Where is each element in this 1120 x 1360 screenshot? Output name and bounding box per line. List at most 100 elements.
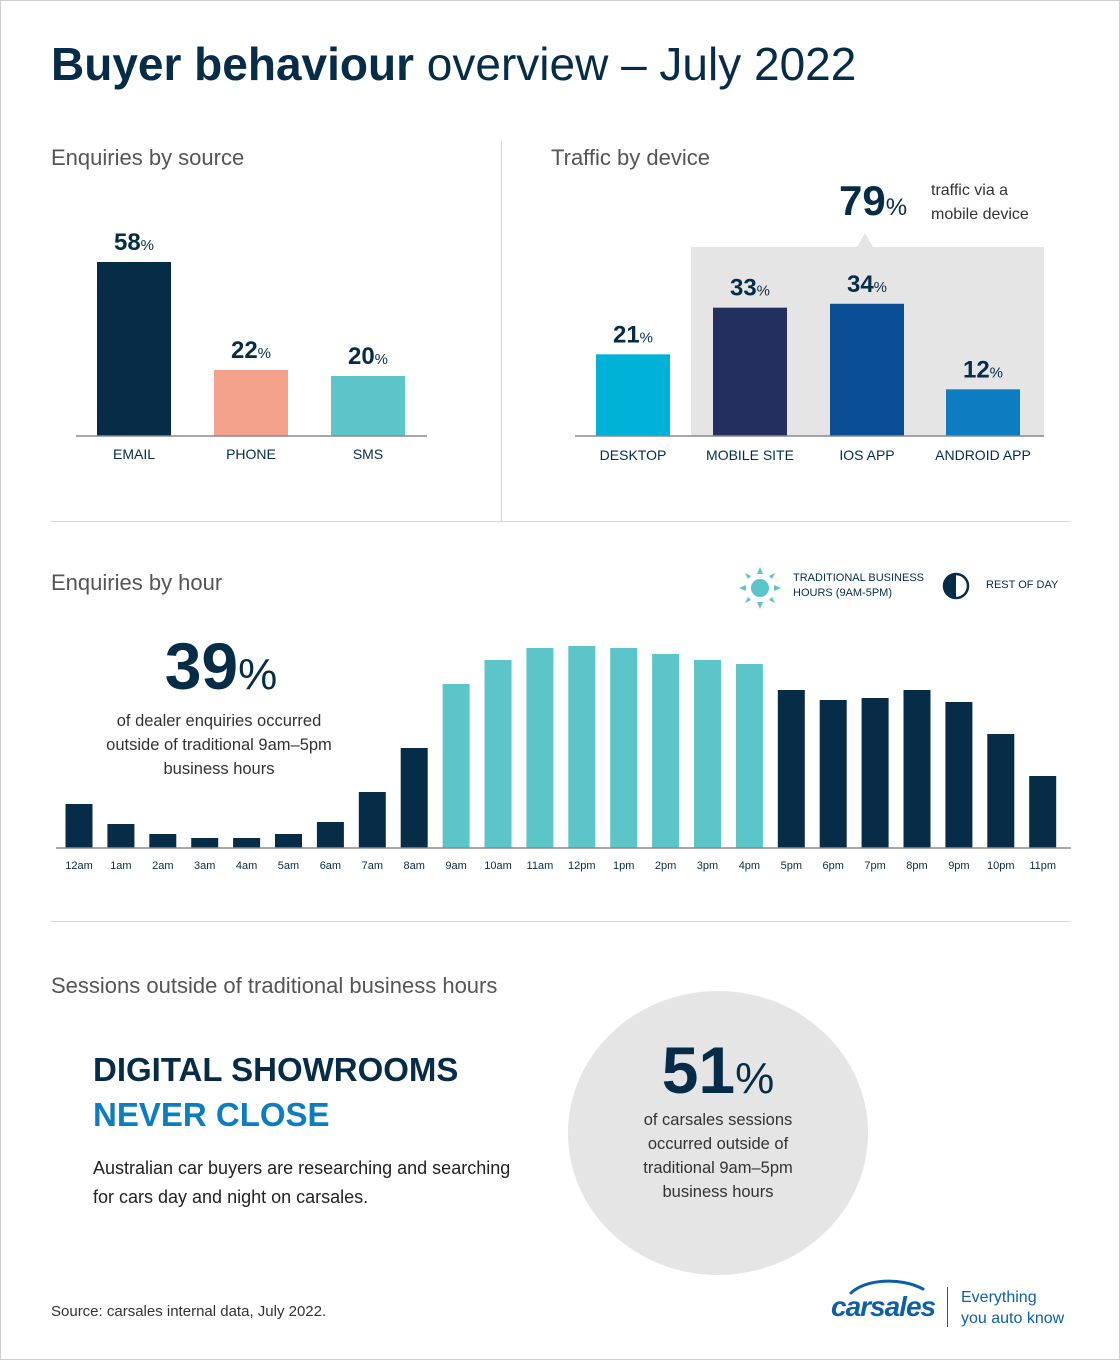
hour-tick-label: 12pm xyxy=(568,860,596,872)
hour-tick-label: 11pm xyxy=(1029,860,1056,872)
tagline-line1: Everything xyxy=(961,1289,1037,1306)
section-title-device: Traffic by device xyxy=(551,145,710,170)
source-value-label: 58% xyxy=(114,229,154,256)
source-value-unit: % xyxy=(375,351,388,368)
device-category-label: ANDROID APP xyxy=(935,447,1031,463)
hour-tick-label: 8am xyxy=(403,860,424,872)
logo-separator xyxy=(947,1287,948,1327)
hour-bar-4am xyxy=(233,838,261,848)
hour-tick-label: 2pm xyxy=(655,860,676,872)
section-title-sessions: Sessions outside of traditional business… xyxy=(51,973,498,998)
title-strong: Buyer behaviour xyxy=(51,38,414,90)
mobile-share-unit: % xyxy=(886,194,907,221)
hour-bar-1am xyxy=(107,824,135,848)
hour-tick-label: 9pm xyxy=(948,860,969,872)
hour-tick-label: 10am xyxy=(484,860,512,872)
legend-rest-of-day: REST OF DAY xyxy=(986,579,1059,591)
legend-business-line1: TRADITIONAL BUSINESS xyxy=(793,572,925,584)
hour-bar-3am xyxy=(191,838,219,848)
stat-circle xyxy=(568,991,868,1275)
legend-business-hours: TRADITIONAL BUSINESS HOURS (9AM-5PM) xyxy=(793,571,924,601)
legend-business-line2: HOURS (9AM-5PM) xyxy=(793,587,893,599)
sessions-stat-number: 51 xyxy=(661,1033,736,1107)
device-value-unit: % xyxy=(757,283,770,300)
hour-chart: 12am 1am 2am 3am 4am 5am 6am 7am 8am 9am 10am 11am 1… xyxy=(56,646,1071,872)
hour-bar-7pm xyxy=(861,698,889,848)
hour-bar-2am xyxy=(149,834,177,848)
hour-bar-9am xyxy=(442,684,470,848)
hour-tick-label: 5pm xyxy=(781,860,802,872)
hour-bar-8pm xyxy=(903,690,931,848)
hour-tick-label: 10pm xyxy=(987,860,1015,872)
section-title-source: Enquiries by source xyxy=(51,145,245,170)
hour-callout-value: 39% xyxy=(61,633,381,699)
hour-bar-1pm xyxy=(610,648,638,848)
hour-tick-label: 7pm xyxy=(864,860,885,872)
hour-tick-label: 3am xyxy=(194,860,215,872)
mobile-share-value: 79% xyxy=(839,177,907,224)
carsales-logo: carsales xyxy=(831,1291,936,1322)
device-value-label: 21% xyxy=(613,321,653,348)
hour-tick-label: 7am xyxy=(362,860,383,872)
headline-never-close: NEVER CLOSE xyxy=(93,1096,330,1133)
sessions-stat-unit: % xyxy=(735,1054,775,1103)
hour-tick-label: 4pm xyxy=(739,860,760,872)
sun-icon xyxy=(739,567,781,609)
mobile-share-note-line1: traffic via a xyxy=(931,182,1008,199)
hour-bar-6pm xyxy=(819,700,847,848)
device-bar-android-app xyxy=(946,389,1020,436)
device-bar-desktop xyxy=(596,354,670,436)
source-chart: 58% EMAIL 22% PHONE 20% SMS xyxy=(76,229,427,462)
hour-tick-label: 6am xyxy=(320,860,341,872)
device-value-unit: % xyxy=(874,279,887,296)
sessions-stat-text: of carsales sessions occurred outside of… xyxy=(643,1111,793,1201)
source-value-label: 20% xyxy=(348,343,388,370)
hour-callout-number: 39 xyxy=(164,629,239,703)
page-title: Buyer behaviour overview – July 2022 xyxy=(51,41,856,87)
source-category-label: EMAIL xyxy=(113,446,155,462)
section-divider-vertical xyxy=(501,141,502,521)
source-category-label: SMS xyxy=(353,446,383,462)
hour-tick-label: 6pm xyxy=(822,860,843,872)
sessions-stat-value: 51% xyxy=(568,1037,868,1103)
hour-bar-11pm xyxy=(1029,776,1057,848)
hour-tick-label: 4am xyxy=(236,860,257,872)
device-value-unit: % xyxy=(640,329,653,346)
device-category-label: DESKTOP xyxy=(600,447,667,463)
device-value-unit: % xyxy=(990,364,1003,381)
title-light: overview – July 2022 xyxy=(426,38,857,90)
hour-bar-10am xyxy=(484,660,512,848)
hour-bar-7am xyxy=(358,792,386,848)
hour-callout-text: of dealer enquiries occurred outside of … xyxy=(106,712,332,778)
section-divider-1 xyxy=(51,521,1071,522)
hour-tick-label: 3pm xyxy=(697,860,718,872)
hour-bar-2pm xyxy=(652,654,680,848)
source-value-label: 22% xyxy=(231,337,271,364)
sessions-body-text: Australian car buyers are researching an… xyxy=(93,1158,511,1207)
hour-callout-unit: % xyxy=(238,650,278,699)
device-category-label: MOBILE SITE xyxy=(706,447,794,463)
half-circle-icon xyxy=(942,572,970,600)
source-value-unit: % xyxy=(141,237,154,254)
section-divider-2 xyxy=(51,921,1071,922)
hour-tick-label: 12am xyxy=(65,860,93,872)
hour-tick-label: 11am xyxy=(527,860,554,872)
source-bar-email xyxy=(97,262,171,436)
hour-bar-12pm xyxy=(568,646,596,848)
source-value-unit: % xyxy=(258,345,271,362)
hour-tick-label: 8pm xyxy=(906,860,927,872)
car-roof-icon xyxy=(849,1279,925,1295)
hour-bar-12am xyxy=(65,804,93,848)
hour-bar-6am xyxy=(316,822,344,848)
hour-bar-10pm xyxy=(987,734,1015,848)
source-category-label: PHONE xyxy=(226,446,276,462)
hour-tick-label: 9am xyxy=(445,860,466,872)
hour-tick-label: 5am xyxy=(278,860,299,872)
hour-tick-label: 1pm xyxy=(613,860,634,872)
headline-digital-showrooms: DIGITAL SHOWROOMS xyxy=(93,1051,459,1088)
hour-bar-5pm xyxy=(777,690,805,848)
device-category-label: IOS APP xyxy=(839,447,894,463)
tagline-line2: you auto know xyxy=(961,1310,1065,1327)
